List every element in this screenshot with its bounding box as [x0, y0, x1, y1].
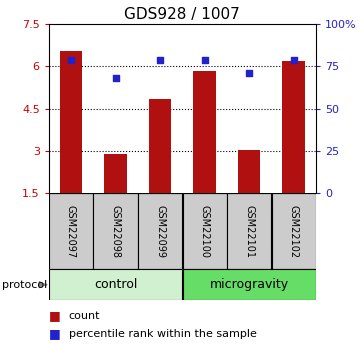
- Text: GSM22101: GSM22101: [244, 205, 254, 258]
- Text: percentile rank within the sample: percentile rank within the sample: [69, 329, 256, 339]
- Text: GSM22102: GSM22102: [288, 205, 299, 258]
- Bar: [282, 61, 305, 193]
- Bar: [227, 193, 271, 269]
- Text: GSM22097: GSM22097: [66, 205, 76, 258]
- Text: protocol: protocol: [2, 280, 47, 289]
- Text: count: count: [69, 311, 100, 321]
- Point: [68, 57, 74, 62]
- Bar: [104, 154, 127, 193]
- Point: [113, 76, 118, 81]
- Bar: [183, 193, 227, 269]
- Point: [246, 70, 252, 76]
- Text: ■: ■: [49, 309, 61, 322]
- Bar: [49, 193, 93, 269]
- Text: microgravity: microgravity: [209, 278, 289, 291]
- Bar: [271, 193, 316, 269]
- Point: [202, 57, 208, 62]
- Point: [157, 57, 163, 62]
- Bar: [183, 269, 316, 300]
- Bar: [49, 269, 182, 300]
- Text: control: control: [94, 278, 137, 291]
- Text: GSM22099: GSM22099: [155, 205, 165, 258]
- Bar: [238, 149, 260, 193]
- Bar: [138, 193, 182, 269]
- Text: GSM22100: GSM22100: [200, 205, 210, 258]
- Bar: [193, 71, 216, 193]
- Point: [291, 57, 296, 62]
- Text: ■: ■: [49, 327, 61, 340]
- Bar: [93, 193, 138, 269]
- Text: GSM22098: GSM22098: [110, 205, 121, 258]
- Bar: [60, 51, 82, 193]
- Bar: [149, 99, 171, 193]
- Title: GDS928 / 1007: GDS928 / 1007: [125, 7, 240, 22]
